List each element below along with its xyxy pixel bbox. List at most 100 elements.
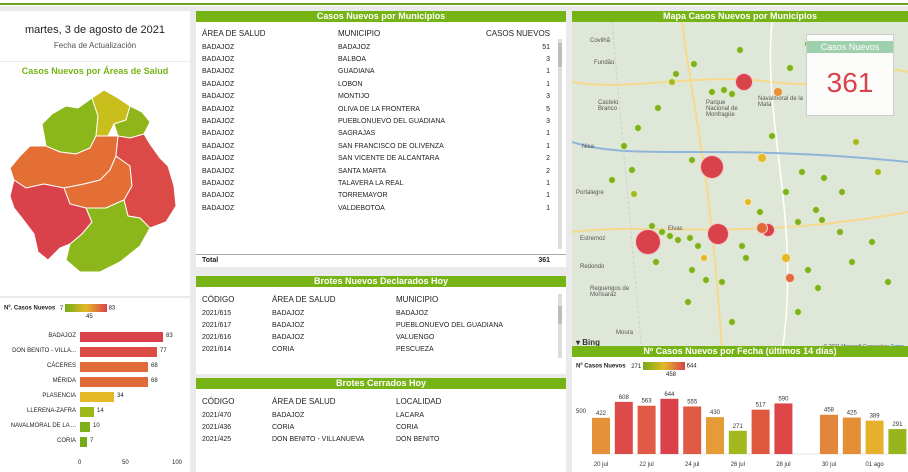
map-bubble[interactable] xyxy=(781,253,791,263)
date-bar[interactable] xyxy=(660,398,679,454)
col-casos[interactable]: CASOS NUEVOS xyxy=(485,28,550,38)
map-bubble[interactable] xyxy=(848,258,856,266)
map-bubble[interactable] xyxy=(884,278,892,286)
date-bar[interactable] xyxy=(683,406,702,454)
bar[interactable] xyxy=(80,332,163,342)
map-bubble[interactable] xyxy=(708,88,716,96)
map-bubble[interactable] xyxy=(672,70,680,78)
map-bubble[interactable] xyxy=(838,188,846,196)
municipio-row[interactable]: BADAJOZ SAN VICENTE DE ALCANTARA 2 xyxy=(196,153,566,165)
municipio-row[interactable]: BADAJOZ SANTA MARTA 2 xyxy=(196,165,566,177)
bn-col-codigo[interactable]: CÓDIGO xyxy=(202,294,235,304)
map-bubble[interactable] xyxy=(728,318,736,326)
municipios-scrollbar[interactable] xyxy=(558,39,562,249)
map-bubble[interactable] xyxy=(628,166,636,174)
map-bubble[interactable] xyxy=(735,73,753,91)
municipio-row[interactable]: BADAJOZ GUADIANA 1 xyxy=(196,66,566,78)
date-bar[interactable] xyxy=(820,414,838,454)
map-bubble[interactable] xyxy=(674,236,682,244)
map-bubble[interactable] xyxy=(804,266,812,274)
brote-nuevo-row[interactable]: 2021/616 BADAJOZ VALUENGO xyxy=(196,331,566,343)
date-bar[interactable] xyxy=(865,420,884,454)
map-bubble[interactable] xyxy=(707,223,729,245)
municipio-row[interactable]: BADAJOZ MONTIJO 3 xyxy=(196,91,566,103)
map-bubble[interactable] xyxy=(798,168,806,176)
date-bar[interactable] xyxy=(888,429,907,454)
map-bubble[interactable] xyxy=(684,298,692,306)
municipio-row[interactable]: BADAJOZ TALAVERA LA REAL 1 xyxy=(196,177,566,189)
map-bubble[interactable] xyxy=(820,174,828,182)
map-bubble[interactable] xyxy=(794,218,802,226)
map-bubble[interactable] xyxy=(814,284,822,292)
brotes-nuevos-scrollbar[interactable] xyxy=(558,294,562,358)
map-bubble[interactable] xyxy=(718,278,726,286)
municipio-row[interactable]: BADAJOZ VALDEBOTOA 1 xyxy=(196,202,566,214)
map-bubble[interactable] xyxy=(666,232,674,240)
bar[interactable] xyxy=(80,437,87,447)
bing-map[interactable]: Covilhã Fundão Castelo Branco Nisa Porta… xyxy=(572,22,908,353)
bc-col-area[interactable]: ÁREA DE SALUD xyxy=(272,396,336,406)
date-bar[interactable] xyxy=(637,405,656,454)
map-bubble[interactable] xyxy=(782,188,790,196)
municipio-row[interactable]: BADAJOZ PUEBLONUEVO DEL GUADIANA 3 xyxy=(196,115,566,127)
map-bubble[interactable] xyxy=(608,176,616,184)
map-bubble[interactable] xyxy=(757,153,767,163)
map-bubble[interactable] xyxy=(818,216,826,224)
map-bubble[interactable] xyxy=(756,222,768,234)
map-bubble[interactable] xyxy=(742,254,750,262)
bc-col-codigo[interactable]: CÓDIGO xyxy=(202,396,235,406)
brote-nuevo-row[interactable]: 2021/614 CORIA PESCUEZA xyxy=(196,343,566,355)
map-bubble[interactable] xyxy=(736,46,744,54)
map-bubble[interactable] xyxy=(700,254,708,262)
bar[interactable] xyxy=(80,362,148,372)
brote-cerrado-row[interactable]: 2021/436 CORIA CORIA xyxy=(196,421,566,433)
map-bubble[interactable] xyxy=(744,198,752,206)
map-bubble[interactable] xyxy=(668,78,676,86)
map-bubble[interactable] xyxy=(868,238,876,246)
map-bubble[interactable] xyxy=(768,132,776,140)
map-bubble[interactable] xyxy=(634,124,642,132)
map-bubble[interactable] xyxy=(756,208,764,216)
brotes-nuevos-scroll-thumb[interactable] xyxy=(558,306,562,324)
brote-cerrado-row[interactable]: 2021/470 BADAJOZ LACARA xyxy=(196,409,566,421)
map-bubble[interactable] xyxy=(658,228,666,236)
area-donbenito[interactable] xyxy=(115,133,177,229)
map-bubble[interactable] xyxy=(648,222,656,230)
map-bubble[interactable] xyxy=(874,168,882,176)
map-bubble[interactable] xyxy=(786,64,794,72)
municipio-row[interactable]: BADAJOZ SAN FRANCISCO DE OLIVENZA 1 xyxy=(196,140,566,152)
brote-nuevo-row[interactable]: 2021/615 BADAJOZ BADAJOZ xyxy=(196,307,566,319)
map-bubble[interactable] xyxy=(694,242,702,250)
date-bar[interactable] xyxy=(706,417,724,454)
map-bubble[interactable] xyxy=(785,273,795,283)
map-bubble[interactable] xyxy=(738,242,746,250)
date-bar[interactable] xyxy=(592,417,610,454)
map-bubble[interactable] xyxy=(700,155,724,179)
map-bubble[interactable] xyxy=(836,228,844,236)
date-bar[interactable] xyxy=(614,401,633,454)
area-llerena[interactable] xyxy=(65,199,151,273)
map-bubble[interactable] xyxy=(654,104,662,112)
municipio-row[interactable]: BADAJOZ SAGRAJAS 1 xyxy=(196,128,566,140)
municipios-scroll-thumb[interactable] xyxy=(558,43,562,67)
date-bar[interactable] xyxy=(751,409,770,454)
map-bubble[interactable] xyxy=(688,156,696,164)
bar[interactable] xyxy=(80,347,157,357)
map-bubble[interactable] xyxy=(773,87,783,97)
bar[interactable] xyxy=(80,392,114,402)
map-bubble[interactable] xyxy=(635,229,661,255)
map-bubble[interactable] xyxy=(720,86,728,94)
bar[interactable] xyxy=(80,377,148,387)
municipio-row[interactable]: BADAJOZ LOBON 1 xyxy=(196,78,566,90)
map-bubble[interactable] xyxy=(686,234,694,242)
bc-col-localidad[interactable]: LOCALIDAD xyxy=(396,396,442,406)
date-bar[interactable] xyxy=(842,417,861,454)
map-bubble[interactable] xyxy=(728,90,736,98)
map-bubble[interactable] xyxy=(702,276,710,284)
date-bar[interactable] xyxy=(774,403,793,454)
municipio-row[interactable]: BADAJOZ OLIVA DE LA FRONTERA 5 xyxy=(196,103,566,115)
col-area[interactable]: ÁREA DE SALUD xyxy=(202,28,266,38)
date-bar[interactable] xyxy=(728,430,747,454)
bn-col-area[interactable]: ÁREA DE SALUD xyxy=(272,294,336,304)
map-bubble[interactable] xyxy=(630,190,638,198)
